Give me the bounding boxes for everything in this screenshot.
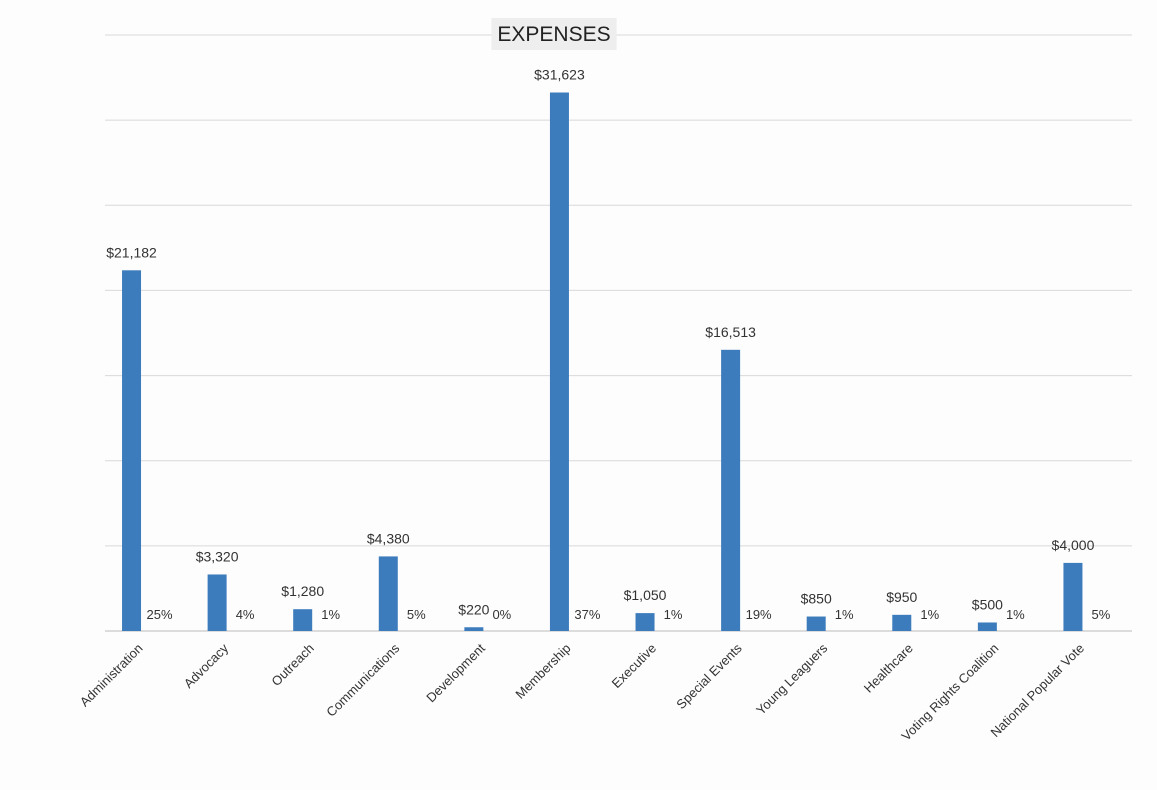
category-label-2: Outreach: [268, 641, 316, 689]
category-label-3: Communications: [323, 640, 402, 719]
percent-label-5: 37%: [574, 607, 600, 622]
category-label-7: Special Events: [673, 640, 745, 712]
percent-label-6: 1%: [664, 607, 683, 622]
bar-3: [378, 556, 398, 631]
bar-6: [635, 613, 655, 631]
percent-label-8: 1%: [835, 607, 854, 622]
percent-label-9: 1%: [920, 607, 939, 622]
bars: [122, 92, 1083, 631]
category-label-6: Executive: [609, 641, 659, 691]
bar-1: [207, 574, 227, 631]
gridlines: [105, 34, 1132, 632]
value-label-5: $31,623: [534, 67, 585, 83]
chart-title-background: [491, 18, 617, 50]
bar-0: [122, 270, 142, 631]
bar-7: [721, 349, 741, 631]
category-label-4: Development: [423, 640, 488, 705]
bar-4: [464, 627, 484, 631]
percent-label-11: 5%: [1092, 607, 1111, 622]
bar-2: [293, 609, 313, 631]
percent-label-4: 0%: [492, 607, 511, 622]
category-label-9: Healthcare: [861, 641, 916, 696]
percent-label-1: 4%: [236, 607, 255, 622]
percent-label-2: 1%: [321, 607, 340, 622]
percent-label-3: 5%: [407, 607, 426, 622]
value-label-7: $16,513: [705, 324, 756, 340]
category-label-5: Membership: [512, 641, 573, 702]
bar-9: [892, 614, 912, 631]
bar-8: [806, 616, 826, 631]
category-label-1: Advocacy: [181, 640, 232, 691]
category-label-0: Administration: [77, 641, 146, 710]
data-labels: $21,182 25% $3,320 4% $1,280 1% $4,380 5% $220 0%…: [106, 67, 1111, 622]
value-label-8: $850: [801, 591, 832, 607]
percent-label-10: 1%: [1006, 607, 1025, 622]
chart-title: EXPENSES: [497, 23, 610, 46]
category-label-8: Young Leaguers: [753, 640, 831, 718]
category-axis-labels: Administration Advocacy Outreach Communicat…: [77, 640, 1087, 743]
category-label-10: Voting Rights Coalition: [898, 641, 1001, 744]
value-label-4: $220: [458, 601, 489, 617]
value-label-1: $3,320: [196, 548, 239, 564]
percent-label-0: 25%: [147, 607, 173, 622]
value-label-3: $4,380: [367, 530, 410, 546]
category-label-11: National Popular Vote: [988, 641, 1088, 741]
value-label-0: $21,182: [106, 244, 157, 260]
bar-5: [549, 92, 569, 631]
chart-title-group: EXPENSES: [491, 18, 617, 50]
bar-10: [977, 622, 997, 631]
value-label-11: $4,000: [1052, 537, 1095, 553]
percent-label-7: 19%: [746, 607, 772, 622]
value-label-2: $1,280: [281, 583, 324, 599]
value-label-10: $500: [972, 596, 1003, 612]
bar-11: [1063, 562, 1083, 631]
value-label-6: $1,050: [624, 587, 667, 603]
value-label-9: $950: [886, 589, 917, 605]
